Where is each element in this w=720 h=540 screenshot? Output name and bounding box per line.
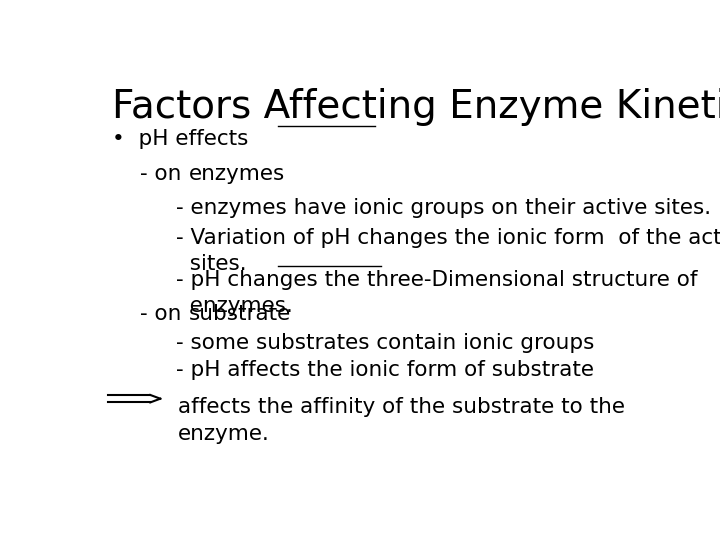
Text: - on: - on (140, 304, 189, 324)
Text: - on: - on (140, 164, 189, 184)
Text: - Variation of pH changes the ionic form  of the active
  sites.: - Variation of pH changes the ionic form… (176, 228, 720, 274)
Text: affects the affinity of the substrate to the
enzyme.: affects the affinity of the substrate to… (178, 397, 625, 444)
Text: - pH affects the ionic form of substrate: - pH affects the ionic form of substrate (176, 360, 595, 380)
Text: substrate: substrate (189, 304, 291, 324)
Text: - pH changes the three-Dimensional structure of
  enzymes.: - pH changes the three-Dimensional struc… (176, 270, 698, 316)
Text: Factors Affecting Enzyme Kinetics: Factors Affecting Enzyme Kinetics (112, 87, 720, 126)
Text: - some substrates contain ionic groups: - some substrates contain ionic groups (176, 333, 595, 353)
Text: •  pH effects: • pH effects (112, 129, 248, 149)
Text: enzymes: enzymes (189, 164, 284, 184)
Text: - enzymes have ionic groups on their active sites.: - enzymes have ionic groups on their act… (176, 198, 711, 218)
